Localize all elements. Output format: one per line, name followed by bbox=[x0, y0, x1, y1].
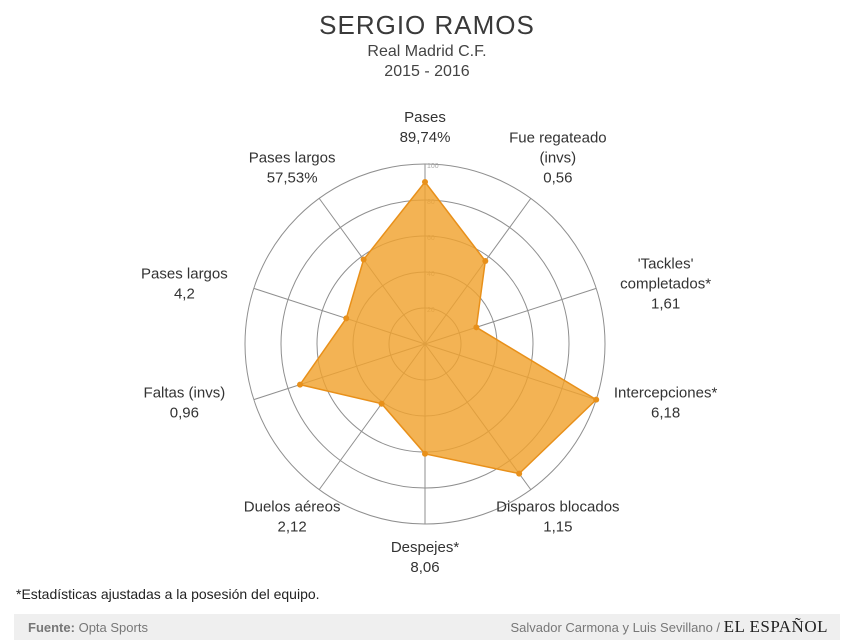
axis-label: Fue regateado (invs) 0,56 bbox=[509, 130, 607, 187]
axis-value: 8,06 bbox=[410, 559, 439, 576]
axis-value: 89,74% bbox=[400, 129, 451, 146]
chart-title: SERGIO RAMOS bbox=[319, 10, 535, 40]
radar-point bbox=[343, 315, 350, 322]
radar-point bbox=[360, 256, 367, 263]
axis-name: Intercepciones* bbox=[614, 384, 718, 401]
radar-point bbox=[473, 324, 480, 331]
axis-name: Pases largos bbox=[141, 266, 228, 283]
axis-name: Faltas (invs) bbox=[144, 384, 226, 401]
footer-bar: Fuente: Opta Sports Salvador Carmona y L… bbox=[14, 614, 840, 640]
axis-name: Duelos aéreos bbox=[244, 498, 341, 515]
axis-name: Fue regateado bbox=[509, 130, 607, 147]
radar-point bbox=[593, 396, 600, 403]
authors: Salvador Carmona y Luis Sevillano / bbox=[510, 620, 721, 635]
radar-axis-labels: Pases 89,74% Fue regateado (invs) 0,56 'Tackl… bbox=[141, 109, 717, 576]
axis-value: 2,12 bbox=[278, 518, 307, 535]
axis-value: 57,53% bbox=[267, 170, 318, 187]
chart-subtitle-team: Real Madrid C.F. bbox=[367, 43, 487, 60]
axis-label: Pases largos 57,53% bbox=[249, 150, 336, 187]
axis-label: Faltas (invs) 0,96 bbox=[144, 384, 226, 421]
brand-logo: EL ESPAÑOL bbox=[723, 617, 828, 636]
footer-source: Fuente: Opta Sports bbox=[28, 620, 148, 635]
axis-label: Disparos blocados 1,15 bbox=[496, 498, 619, 535]
radar-point bbox=[422, 450, 428, 457]
axis-name: completados* bbox=[620, 276, 711, 293]
axis-value: 0,96 bbox=[170, 404, 199, 421]
axis-value: 1,15 bbox=[543, 518, 572, 535]
source-value: Opta Sports bbox=[78, 620, 148, 635]
axis-name: (invs) bbox=[540, 150, 577, 167]
axis-name: Despejes* bbox=[391, 539, 460, 556]
radar-area bbox=[298, 180, 598, 475]
axis-value: 4,2 bbox=[174, 286, 195, 303]
radar-point bbox=[422, 179, 428, 185]
footnote: *Estadísticas ajustadas a la posesión de… bbox=[16, 586, 320, 602]
footer-credits: Salvador Carmona y Luis Sevillano / EL E… bbox=[510, 617, 828, 637]
axis-label: Pases 89,74% bbox=[400, 109, 451, 146]
axis-name: Pases bbox=[404, 109, 446, 126]
axis-label: Duelos aéreos 2,12 bbox=[244, 498, 341, 535]
radar-point bbox=[516, 470, 523, 477]
chart-subtitle-season: 2015 - 2016 bbox=[384, 63, 470, 80]
axis-value: 6,18 bbox=[651, 404, 680, 421]
axis-label: Pases largos 4,2 bbox=[141, 266, 228, 303]
radar-point bbox=[297, 381, 304, 388]
axis-label: Intercepciones* 6,18 bbox=[614, 384, 718, 421]
axis-label: Despejes* 8,06 bbox=[391, 539, 460, 576]
axis-name: Pases largos bbox=[249, 150, 336, 167]
axis-name: Disparos blocados bbox=[496, 498, 619, 515]
axis-value: 1,61 bbox=[651, 296, 680, 313]
axis-name: 'Tackles' bbox=[638, 256, 694, 273]
radar-point bbox=[482, 257, 489, 264]
radar-area-layer bbox=[297, 179, 600, 477]
axis-value: 0,56 bbox=[543, 170, 572, 187]
ring-tick-label: 100 bbox=[427, 163, 439, 170]
axis-label: 'Tackles' completados* 1,61 bbox=[620, 256, 711, 313]
source-label: Fuente: bbox=[28, 620, 75, 635]
radar-point bbox=[378, 400, 385, 407]
